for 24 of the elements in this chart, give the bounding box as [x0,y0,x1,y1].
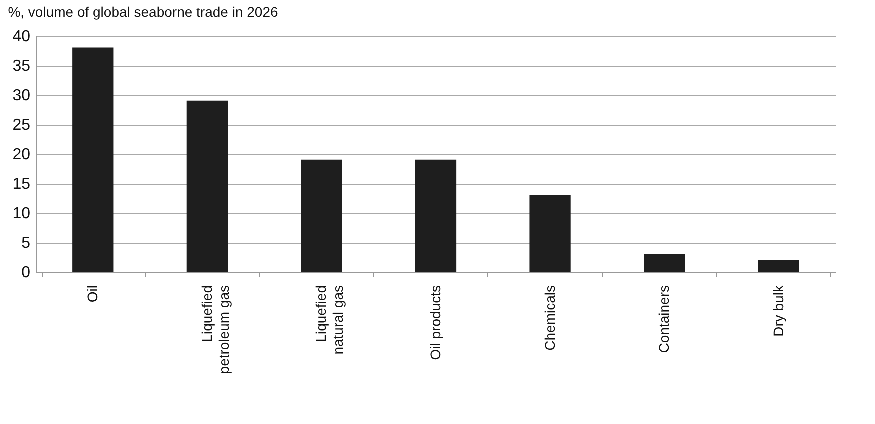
x-tick-label: Liquefied petroleum gas [198,286,232,374]
x-tick-label: Dry bulk [770,284,786,337]
y-tick-label: 15 [12,176,31,193]
bar [644,254,686,272]
x-tick-label: Chemicals [542,286,558,351]
y-tick-label: 20 [12,146,31,164]
chart-title: %, volume of global seaborne trade in 2026 [8,4,278,20]
y-tick-label: 30 [12,88,31,104]
bar [301,160,342,272]
bar [530,195,571,272]
y-tick-label: 35 [12,58,31,75]
bar [72,48,114,272]
x-tick-label: Containers [656,286,672,354]
bar [186,100,228,272]
y-tick-label: 0 [22,264,31,282]
bar [415,160,457,272]
y-tick-label: 25 [12,117,31,134]
y-tick-label: 10 [12,206,31,222]
bar [758,260,800,272]
y-tick-label: 5 [22,235,31,252]
y-tick-label: 40 [12,28,31,46]
x-tick-label: Oil products [428,286,444,360]
x-tick-label: Oil [84,286,101,303]
x-tick-label: Liquefied natural gas [313,286,346,355]
